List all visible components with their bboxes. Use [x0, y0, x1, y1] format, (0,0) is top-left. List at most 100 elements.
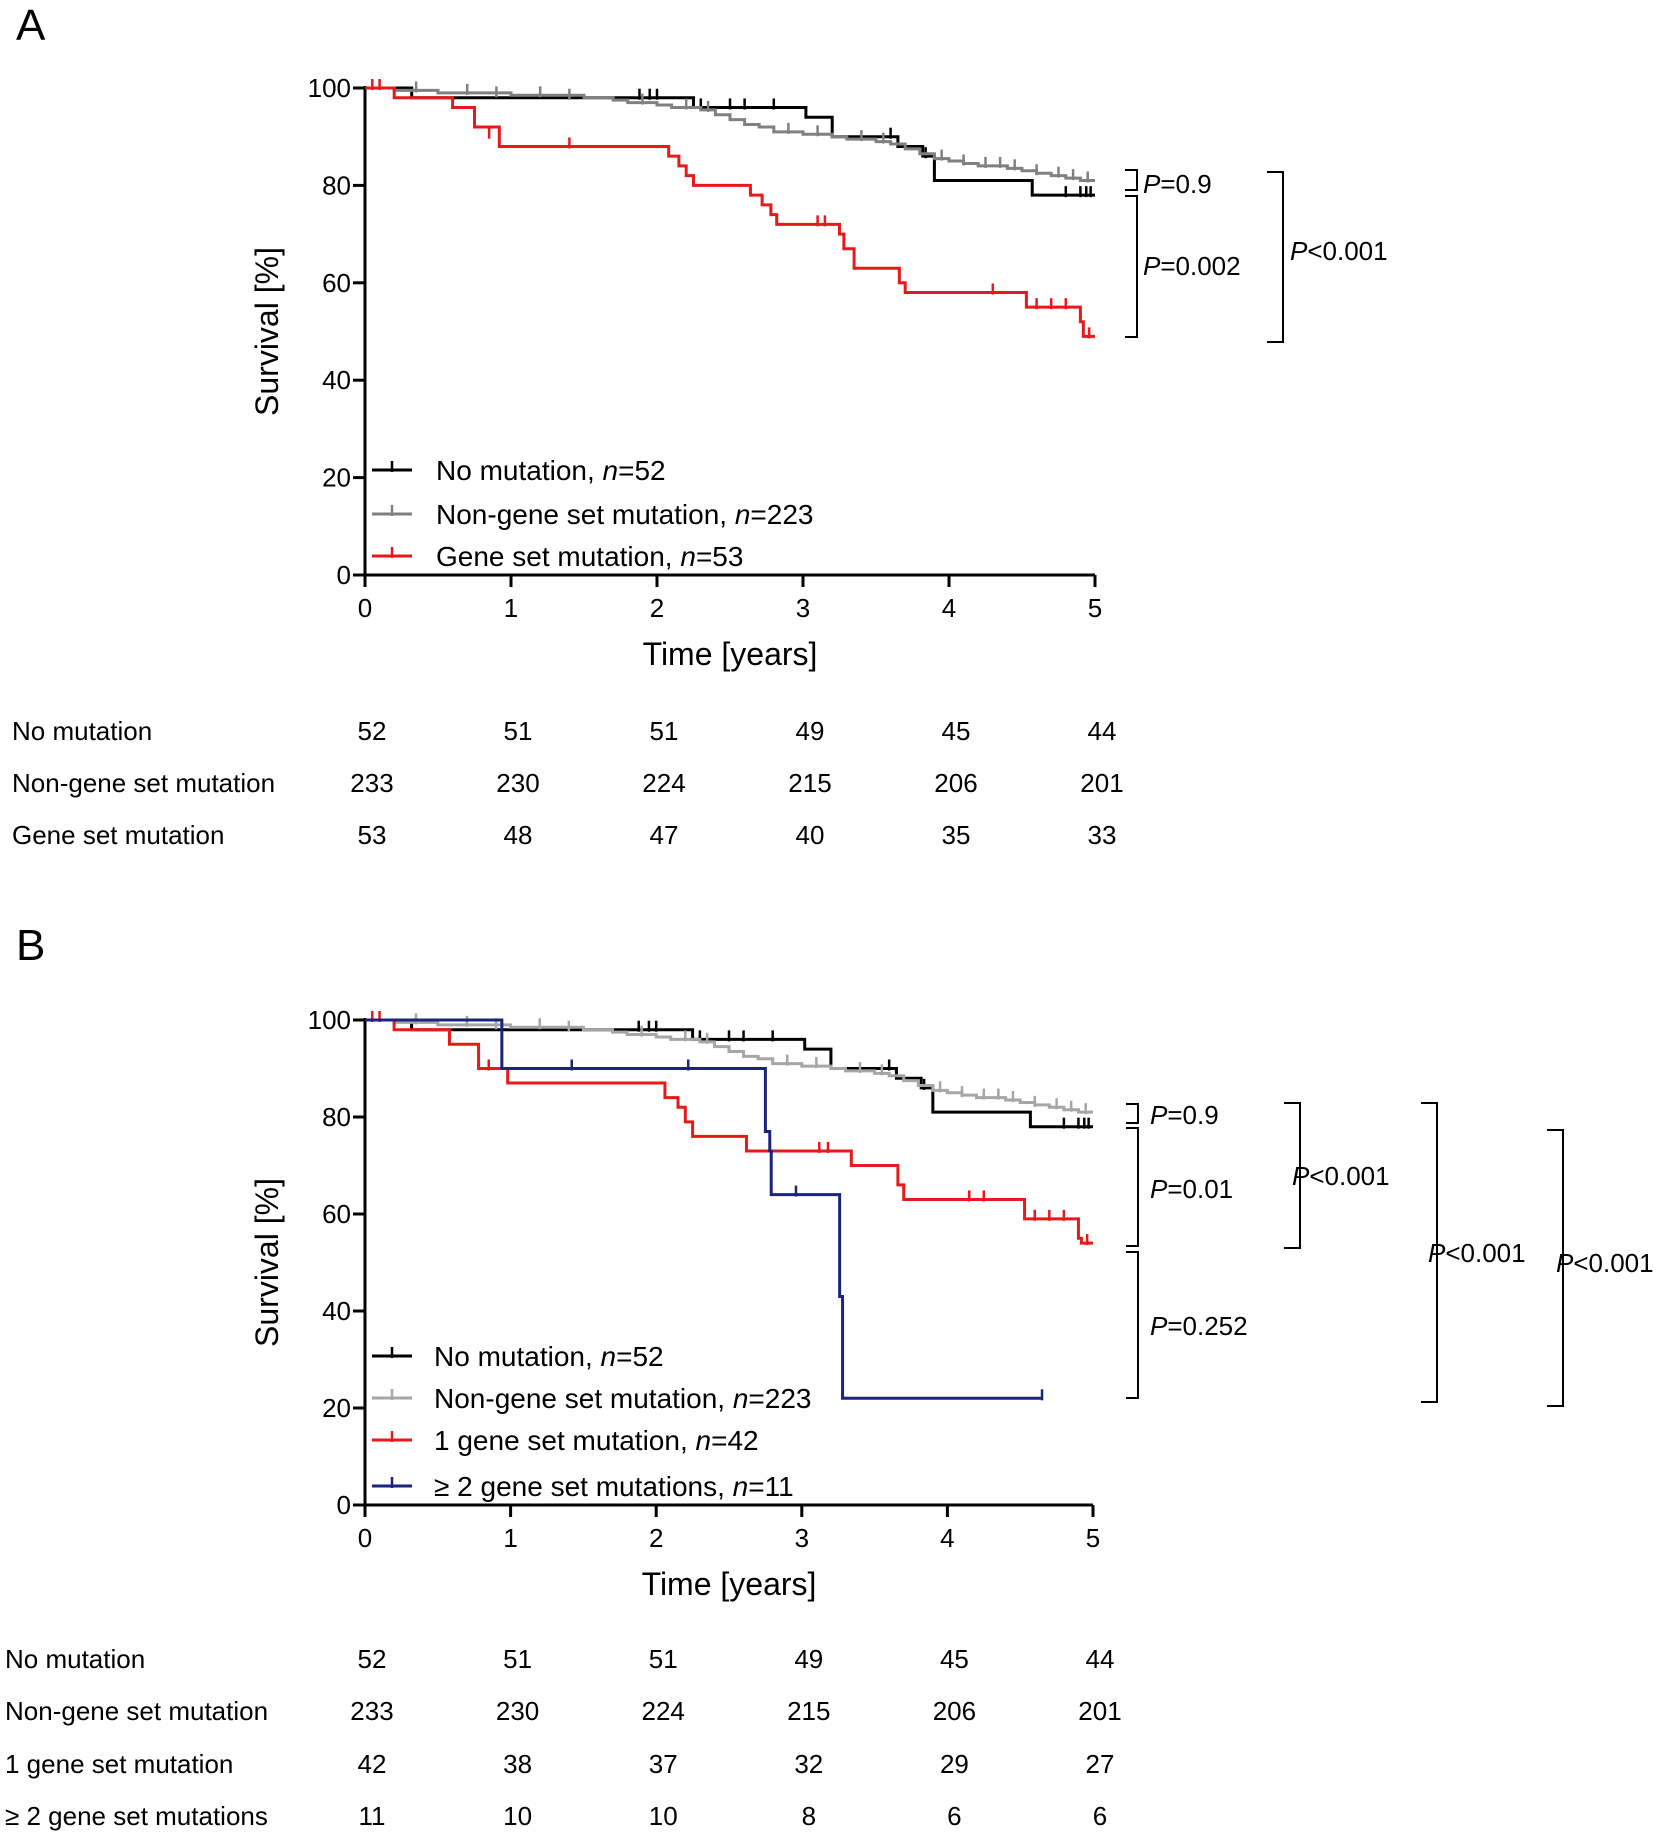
panel-letter: B [16, 921, 45, 970]
risk-row-label: No mutation [12, 716, 152, 746]
legend-label-prefix: 1 gene set mutation, [434, 1425, 696, 1456]
p-symbol: P [1292, 1161, 1310, 1191]
risk-count: 233 [350, 768, 393, 798]
p-symbol: P [1143, 169, 1161, 199]
p-value-label: P<0.001 [1556, 1248, 1654, 1278]
p-value-label: P=0.002 [1143, 251, 1241, 281]
bracket-line [1547, 1129, 1564, 1407]
y-tick-label: 80 [322, 1102, 351, 1132]
risk-count: 233 [350, 1696, 393, 1726]
x-tick-label: 4 [940, 1523, 954, 1553]
x-tick-label: 0 [358, 1523, 372, 1553]
legend-label-prefix: Non-gene set mutation, [434, 1383, 733, 1414]
risk-count: 37 [649, 1749, 678, 1779]
legend-label: No mutation, n=52 [436, 455, 666, 486]
p-value-label: P=0.01 [1150, 1174, 1233, 1204]
risk-row-label: 1 gene set mutation [5, 1749, 233, 1779]
p-value-label: P=0.252 [1150, 1311, 1248, 1341]
p-value-bracket: P=0.9 [1126, 1100, 1219, 1130]
y-axis-title: Survival [%] [249, 1178, 285, 1347]
risk-count: 201 [1080, 768, 1123, 798]
y-tick-label: 60 [322, 268, 351, 298]
x-tick-label: 0 [358, 593, 372, 623]
p-symbol: P [1556, 1248, 1574, 1278]
series-0 [365, 1018, 1093, 1129]
risk-count: 44 [1088, 716, 1117, 746]
risk-count: 52 [358, 716, 387, 746]
legend-label: ≥ 2 gene set mutations, n=11 [434, 1471, 794, 1502]
legend-label-n: n [733, 1383, 749, 1414]
p-value-bracket: P<0.001 [1547, 1129, 1654, 1407]
x-tick-label: 4 [942, 593, 956, 623]
y-tick-label: 0 [337, 560, 351, 590]
risk-count: 48 [504, 820, 533, 850]
risk-row-label: ≥ 2 gene set mutations [5, 1801, 268, 1831]
p-value-bracket: P<0.001 [1284, 1102, 1390, 1249]
risk-count: 8 [802, 1801, 816, 1831]
risk-count: 224 [642, 1696, 685, 1726]
risk-count: 29 [940, 1749, 969, 1779]
survival-curve [365, 86, 1095, 338]
risk-count: 44 [1086, 1644, 1115, 1674]
y-tick-label: 100 [308, 1005, 351, 1035]
legend-entry: No mutation, n=52 [372, 1341, 664, 1372]
risk-count: 11 [359, 1801, 386, 1831]
legend-label-suffix: =11 [748, 1471, 793, 1502]
p-value-text: =0.002 [1160, 251, 1240, 281]
p-symbol: P [1143, 251, 1161, 281]
p-value-bracket: P=0.252 [1126, 1251, 1248, 1399]
risk-count: 51 [503, 1644, 532, 1674]
risk-count: 45 [942, 716, 971, 746]
bracket-line [1421, 1102, 1438, 1403]
legend-label-prefix: No mutation, [434, 1341, 601, 1372]
bracket-line [1267, 171, 1284, 343]
risk-count: 6 [947, 1801, 961, 1831]
legend-label-suffix: =53 [696, 541, 744, 572]
risk-row-label: Non-gene set mutation [5, 1696, 268, 1726]
y-tick-label: 80 [322, 170, 351, 200]
p-value-bracket: P=0.01 [1126, 1127, 1233, 1247]
legend-label-suffix: =223 [748, 1383, 811, 1414]
p-value-text: <0.001 [1573, 1248, 1653, 1278]
legend-label-prefix: Non-gene set mutation, [436, 499, 735, 530]
survival-curve [365, 1018, 1093, 1245]
risk-count: 35 [942, 820, 971, 850]
legend-label: No mutation, n=52 [434, 1341, 664, 1372]
legend-label-prefix: Gene set mutation, [436, 541, 680, 572]
legend-label-prefix: No mutation, [436, 455, 603, 486]
bracket-line [1125, 169, 1138, 191]
y-tick-label: 40 [322, 1296, 351, 1326]
legend-label-n: n [601, 1341, 617, 1372]
legend-entry: No mutation, n=52 [372, 455, 666, 486]
risk-count: 47 [650, 820, 679, 850]
series-3 [365, 1018, 1044, 1401]
legend-label-n: n [696, 1425, 712, 1456]
y-tick-label: 0 [337, 1490, 351, 1520]
risk-count: 230 [496, 768, 539, 798]
legend-label-n: n [603, 455, 619, 486]
p-symbol: P [1150, 1311, 1168, 1341]
x-axis-title: Time [years] [643, 636, 818, 672]
legend-entry: ≥ 2 gene set mutations, n=11 [372, 1471, 794, 1502]
risk-table: No mutation 52 51 51 49 45 44 Non-gene set muta… [5, 1644, 1122, 1831]
risk-row-label: No mutation [5, 1644, 145, 1674]
series-1 [365, 1013, 1093, 1115]
risk-row-label: Gene set mutation [12, 820, 224, 850]
risk-row-label: Non-gene set mutation [12, 768, 275, 798]
panel-letter: A [16, 1, 46, 50]
legend-label: Non-gene set mutation, n=223 [436, 499, 814, 530]
risk-count: 206 [934, 768, 977, 798]
p-symbol: P [1150, 1174, 1168, 1204]
x-tick-label: 5 [1086, 1523, 1100, 1553]
y-axis-title: Survival [%] [249, 247, 285, 416]
p-value-bracket: P=0.002 [1125, 195, 1241, 338]
y-tick-label: 100 [308, 73, 351, 103]
bracket-line [1126, 1127, 1139, 1247]
legend-label: 1 gene set mutation, n=42 [434, 1425, 759, 1456]
x-tick-label: 2 [649, 1523, 663, 1553]
p-symbol: P [1150, 1100, 1168, 1130]
legend-entry: Gene set mutation, n=53 [372, 541, 743, 572]
bracket-line [1125, 195, 1138, 338]
